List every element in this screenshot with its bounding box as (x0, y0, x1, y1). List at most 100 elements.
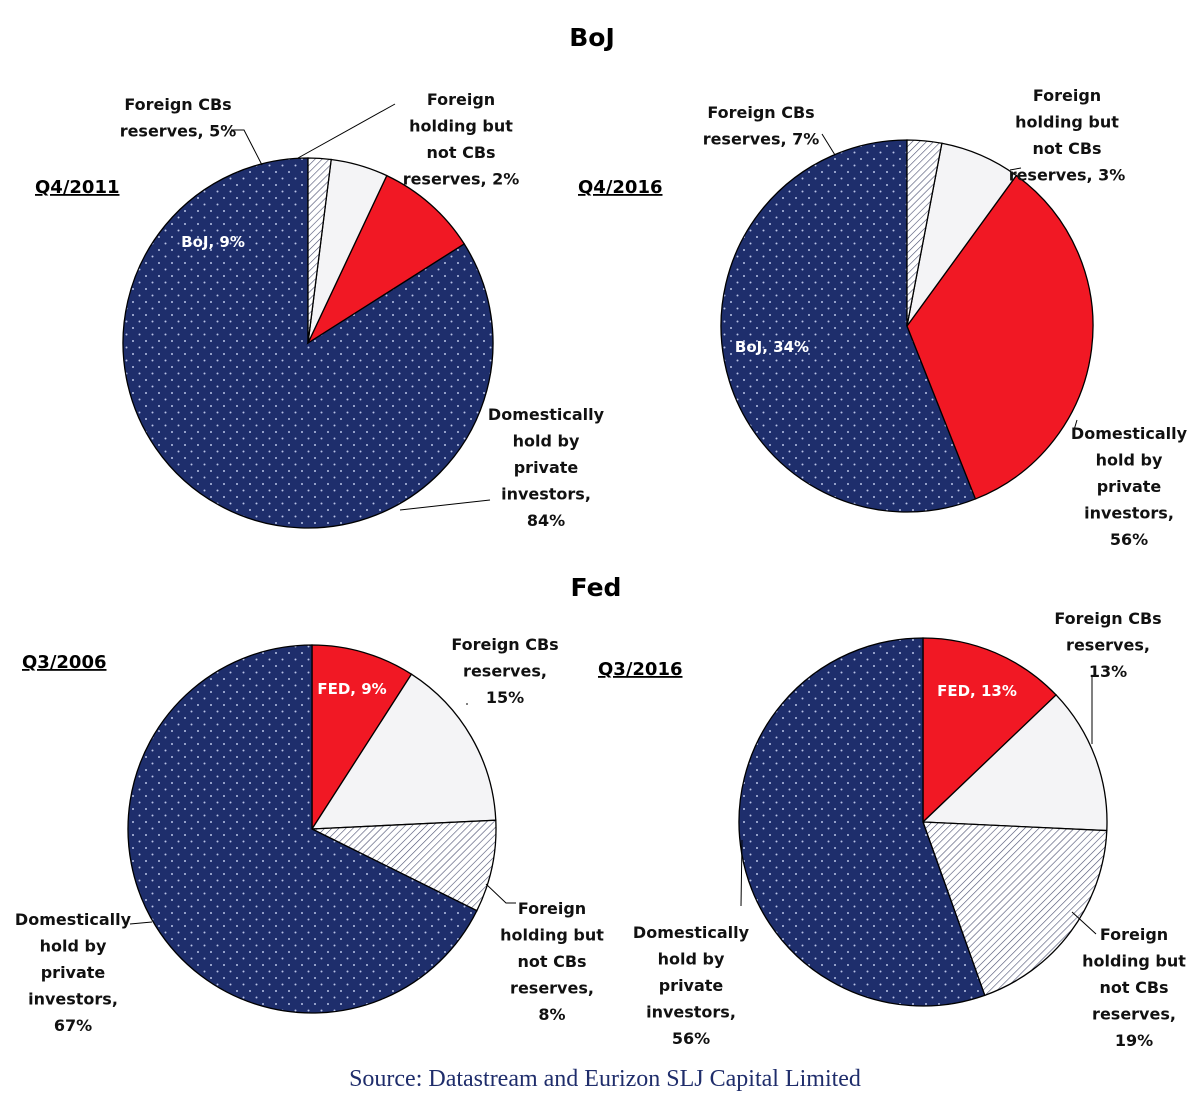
label-line: not CBs (1099, 978, 1168, 997)
label-line: not CBs (426, 143, 495, 162)
label-line: reserves, 3% (1009, 166, 1126, 185)
label-boj-2016-foreign-cb: Foreign CBs reserves, 7% (703, 103, 820, 149)
label-line: 84% (527, 511, 565, 530)
label-line: private (41, 963, 106, 982)
label-line: BoJ, 34% (735, 338, 809, 356)
label-fed-2016-foreign-cb: Foreign CBs reserves, 13% (1054, 609, 1161, 681)
leader-boj-2016-foreign-other (1009, 167, 1022, 171)
source-note: Source: Datastream and Eurizon SLJ Capit… (349, 1066, 861, 1092)
label-line: Domestically (1071, 424, 1188, 443)
period-label-boj-2011: Q4/2011 (35, 177, 120, 198)
label-line: reserves, 7% (703, 130, 820, 149)
label-line: private (659, 976, 724, 995)
label-line: investors, (1084, 504, 1174, 523)
label-line: hold by (658, 950, 725, 969)
label-line: holding but (500, 926, 604, 945)
label-line: private (514, 458, 579, 477)
label-fed-2006-foreign-cb: Foreign CBs reserves, 15% (451, 635, 558, 707)
label-line: FED, 9% (317, 680, 386, 698)
leader-boj-2011-foreign-cb (231, 129, 263, 166)
slice-fed-2016-central-bank (922, 637, 1058, 824)
label-fed-2006-domestic: Domestically hold by private investors, 67% (15, 910, 132, 1035)
fed-section-title: Fed (571, 573, 622, 602)
label-boj-2016-foreign-other: Foreign holding but not CBs reserves, 3% (1009, 86, 1126, 185)
label-line: reserves, (510, 979, 594, 998)
leader-fed-2016-domestic (740, 839, 743, 907)
label-line: 15% (486, 688, 524, 707)
slice-fed-2016-foreign-cb (921, 694, 1108, 832)
label-line: reserves, (1066, 636, 1150, 655)
label-line: 67% (54, 1016, 92, 1035)
label-line: Foreign (427, 90, 495, 109)
slice-fed-2006-foreign-cb (310, 673, 497, 830)
label-line: 8% (538, 1005, 565, 1024)
label-fed-2006-foreign-other: Foreign holding but not CBs reserves, 8% (500, 899, 604, 1024)
leader-fed-2006-domestic (129, 921, 153, 925)
label-line: reserves, (1092, 1005, 1176, 1024)
label-line: hold by (1096, 451, 1163, 470)
label-line: investors, (646, 1003, 736, 1022)
label-line: investors, (28, 990, 118, 1009)
label-line: reserves, 2% (403, 170, 520, 189)
label-line: Foreign (518, 899, 586, 918)
slice-fed-2006-foreign-other (309, 819, 497, 912)
leader-fed-2006-foreign-other (485, 883, 516, 904)
leader-boj-2016-foreign-cb (821, 133, 836, 156)
label-line: Foreign CBs (707, 103, 814, 122)
label-leader-lines (129, 103, 1097, 935)
label-line: 13% (1089, 662, 1127, 681)
slice-boj-2011-foreign-other (307, 157, 332, 344)
label-boj-2011-central-bank: BoJ, 9% (181, 233, 245, 251)
label-line: BoJ, 9% (181, 233, 245, 251)
pie-slices (122, 139, 1108, 1014)
slice-fed-2016-foreign-other (922, 821, 1108, 997)
slice-labels: Domestically hold by private investors, 84% B… (15, 86, 1188, 1050)
label-line: Foreign CBs (124, 95, 231, 114)
leader-boj-2011-foreign-other (297, 103, 396, 159)
slice-boj-2011-central-bank (306, 174, 466, 345)
label-line: hold by (513, 432, 580, 451)
label-boj-2016-central-bank: BoJ, 34% (735, 338, 809, 356)
label-fed-2006-central-bank: FED, 9% (317, 680, 386, 698)
slice-fed-2006-central-bank (311, 644, 413, 832)
label-line: not CBs (517, 952, 586, 971)
label-line: FED, 13% (937, 682, 1017, 700)
label-line: 56% (672, 1029, 710, 1048)
slice-boj-2016-foreign-other (906, 139, 943, 327)
period-label-boj-2016: Q4/2016 (578, 177, 663, 198)
leader-boj-2011-domestic (399, 499, 491, 511)
label-line: reserves, (463, 662, 547, 681)
label-fed-2016-foreign-other: Foreign holding but not CBs reserves, 19% (1082, 925, 1186, 1050)
label-line: holding but (1082, 952, 1186, 971)
label-line: Foreign (1100, 925, 1168, 944)
label-line: 19% (1115, 1031, 1153, 1050)
label-line: Domestically (488, 405, 605, 424)
label-line: reserves, 5% (120, 122, 237, 141)
label-line: Domestically (15, 910, 132, 929)
slice-boj-2016-domestic (720, 139, 977, 513)
label-line: holding but (1015, 113, 1119, 132)
label-fed-2016-domestic: Domestically hold by private investors, 56% (633, 923, 750, 1048)
label-boj-2011-foreign-cb: Foreign CBs reserves, 5% (120, 95, 237, 141)
label-line: Foreign CBs (451, 635, 558, 654)
leader-boj-2016-domestic (1073, 419, 1078, 431)
label-boj-2011-foreign-other: Foreign holding but not CBs reserves, 2% (403, 90, 520, 189)
leader-fed-2016-foreign-other (1071, 911, 1097, 935)
label-line: 56% (1110, 530, 1148, 549)
label-line: Foreign (1033, 86, 1101, 105)
period-label-fed-2006: Q3/2006 (22, 652, 107, 673)
slice-fed-2006-domestic (127, 644, 478, 1014)
label-line: Domestically (633, 923, 750, 942)
period-label-fed-2016: Q3/2016 (598, 659, 683, 680)
label-fed-2016-central-bank: FED, 13% (937, 682, 1017, 700)
label-boj-2016-domestic: Domestically hold by private investors, 56% (1071, 424, 1188, 549)
label-line: holding but (409, 117, 513, 136)
label-line: not CBs (1032, 139, 1101, 158)
slice-boj-2016-central-bank (906, 174, 1094, 500)
label-line: private (1097, 477, 1162, 496)
label-line: hold by (40, 937, 107, 956)
label-line: investors, (501, 485, 591, 504)
boj-section-title: BoJ (569, 23, 615, 52)
label-line: Foreign CBs (1054, 609, 1161, 628)
